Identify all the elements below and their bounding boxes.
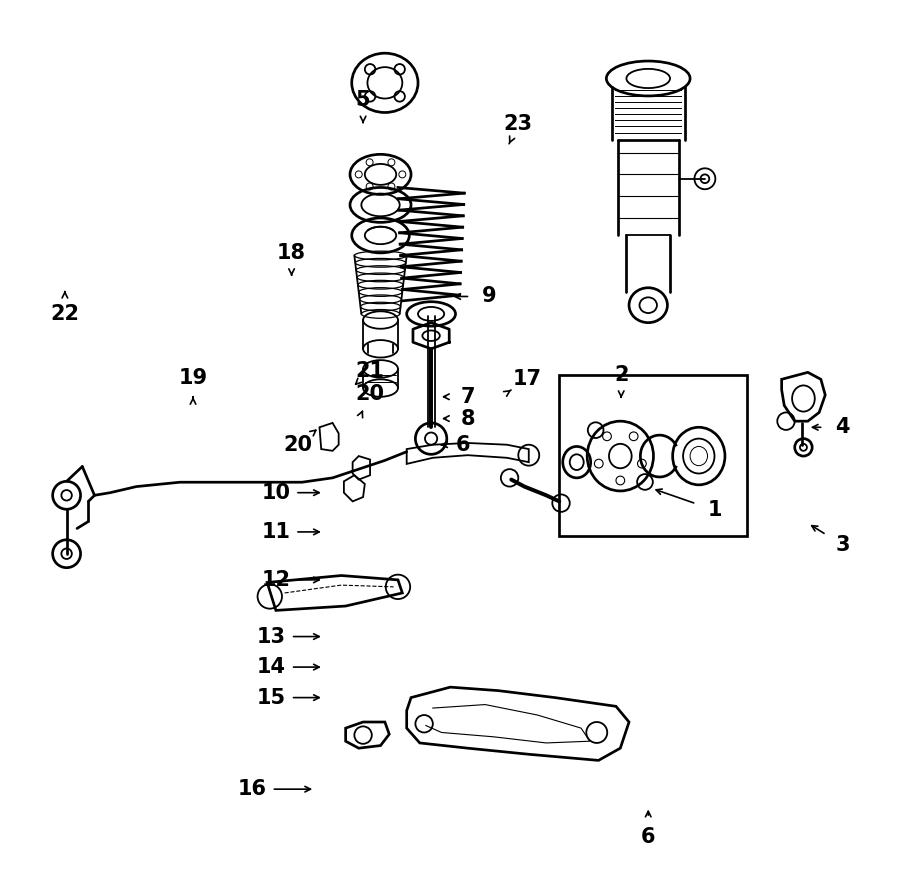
Text: 11: 11: [262, 522, 290, 542]
Text: 8: 8: [461, 409, 475, 428]
Text: 9: 9: [482, 287, 497, 306]
Text: 12: 12: [262, 570, 290, 589]
Text: 15: 15: [257, 688, 286, 707]
Text: 4: 4: [835, 418, 850, 437]
Text: 5: 5: [356, 91, 370, 110]
Text: 19: 19: [178, 368, 207, 387]
Text: 18: 18: [277, 243, 306, 262]
Text: 23: 23: [504, 114, 532, 133]
Bar: [559, 375, 746, 536]
Text: 7: 7: [461, 387, 475, 406]
Text: 16: 16: [238, 780, 267, 799]
Text: 6: 6: [456, 435, 471, 454]
Text: 13: 13: [257, 627, 286, 646]
Text: 20: 20: [355, 385, 385, 404]
Text: 2: 2: [614, 365, 629, 385]
Text: 10: 10: [262, 483, 290, 502]
Text: 21: 21: [355, 361, 385, 380]
Text: 17: 17: [512, 370, 542, 389]
Text: 3: 3: [835, 535, 850, 555]
Text: 1: 1: [707, 501, 722, 520]
Text: 6: 6: [641, 828, 655, 847]
Text: 22: 22: [50, 304, 79, 324]
Text: 14: 14: [257, 657, 286, 677]
Text: 20: 20: [283, 435, 312, 454]
